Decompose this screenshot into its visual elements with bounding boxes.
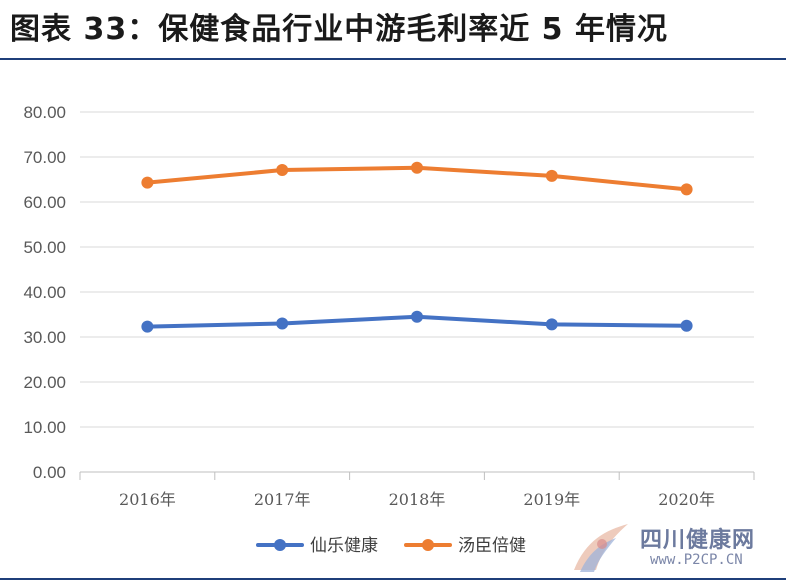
data-point — [141, 320, 154, 333]
x-tick-label: 2020年 — [658, 490, 715, 509]
x-axis-ticks: 2016年 2017年 2018年 2019年 2020年 — [119, 490, 715, 509]
data-point — [276, 164, 289, 177]
title-divider — [0, 58, 786, 60]
y-tick-label: 60.00 — [23, 193, 66, 212]
series-lines — [141, 161, 693, 333]
data-point — [411, 161, 423, 174]
x-tick-label: 2018年 — [389, 490, 446, 509]
legend: 仙乐健康 汤臣倍健 — [256, 536, 526, 556]
data-point — [680, 183, 693, 196]
gridlines — [79, 111, 755, 480]
y-tick-label: 70.00 — [23, 148, 66, 167]
y-tick-label: 40.00 — [23, 283, 66, 302]
y-tick-label: 80.00 — [23, 103, 66, 122]
x-tick-label: 2017年 — [254, 490, 311, 509]
y-axis-ticks: 0.00 10.00 20.00 30.00 40.00 50.00 60.00 70.00 8… — [23, 103, 66, 482]
data-point — [680, 319, 693, 332]
data-point — [276, 317, 289, 330]
data-point — [545, 169, 558, 182]
legend-dot-marker — [274, 539, 286, 551]
watermark-logo-icon — [574, 524, 628, 572]
legend-dot-marker — [422, 539, 434, 551]
y-tick-label: 0.00 — [33, 463, 66, 482]
bottom-divider — [0, 578, 786, 580]
watermark-site-url: www.P2CP.CN — [650, 552, 743, 568]
watermark-site-name: 四川健康网 — [640, 528, 756, 553]
data-point — [411, 310, 423, 323]
y-tick-label: 10.00 — [23, 418, 66, 437]
x-tick-label: 2016年 — [119, 490, 176, 509]
data-point — [545, 318, 558, 331]
y-tick-label: 30.00 — [23, 328, 66, 347]
page-title: 图表 33：保健食品行业中游毛利率近 5 年情况 — [10, 12, 668, 47]
data-point — [141, 176, 154, 189]
legend-label: 汤臣倍健 — [458, 536, 526, 556]
y-tick-label: 50.00 — [23, 238, 66, 257]
x-tick-label: 2019年 — [523, 490, 580, 509]
legend-label: 仙乐健康 — [310, 536, 378, 556]
y-tick-label: 20.00 — [23, 373, 66, 392]
